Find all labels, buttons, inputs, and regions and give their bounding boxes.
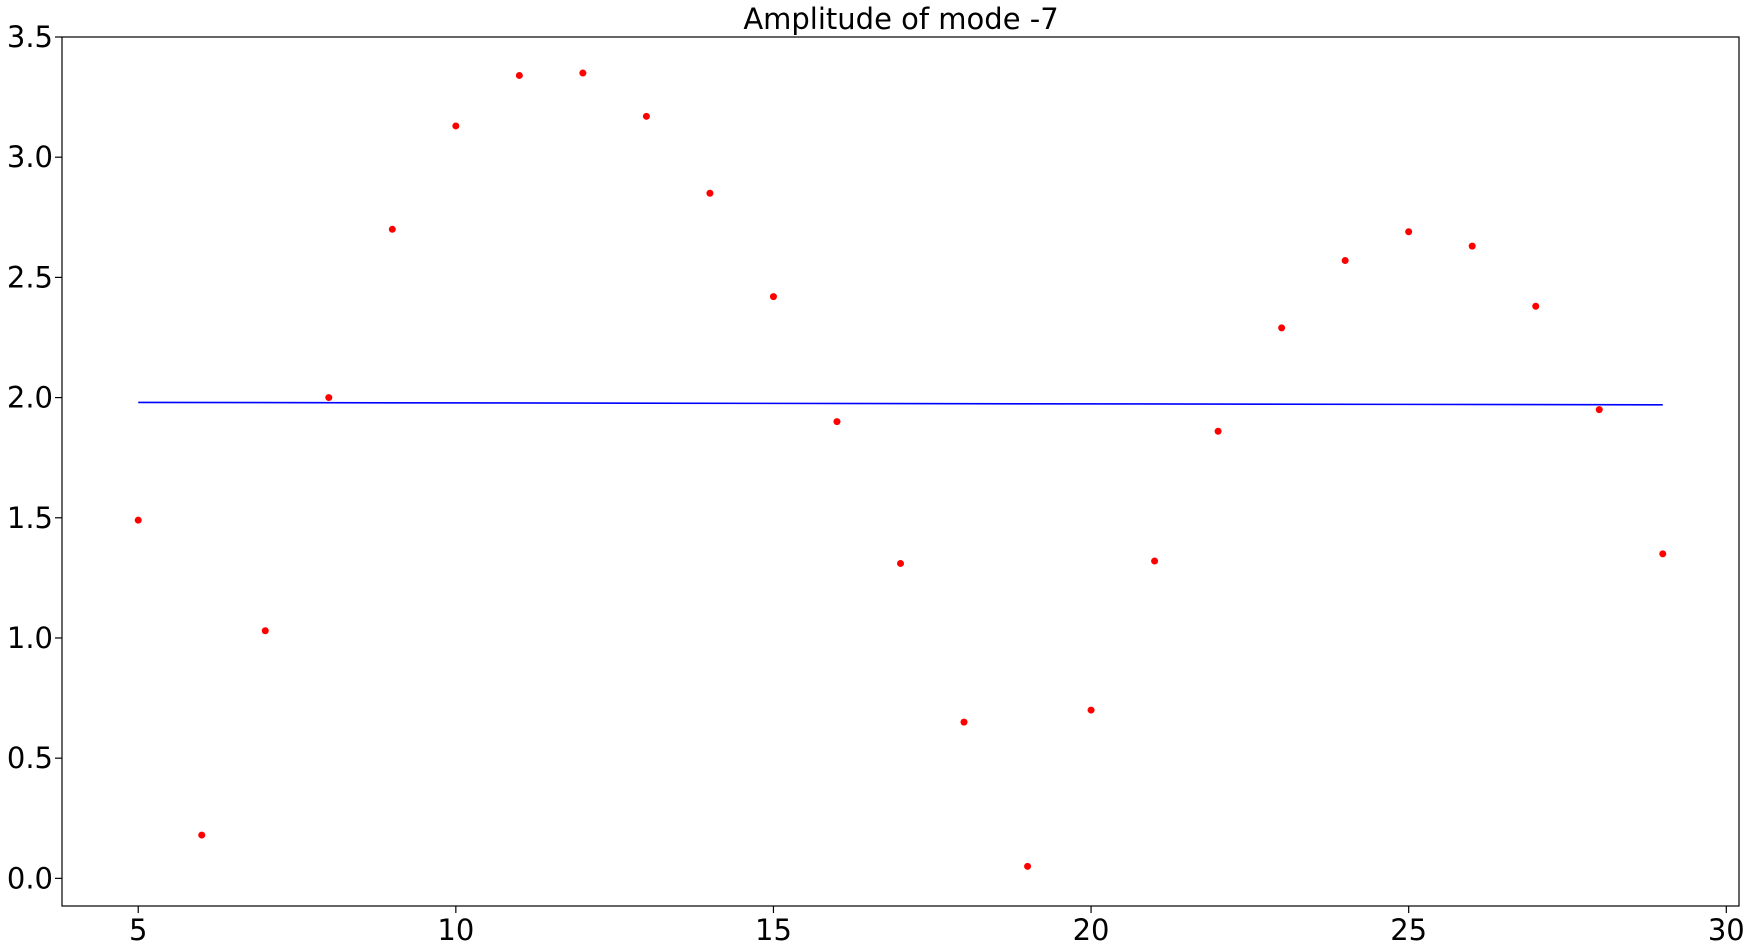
data-point [452,122,460,130]
x-tick-label: 25 [1390,913,1427,947]
data-point [769,293,777,301]
data-point [515,71,523,79]
data-point [1468,242,1476,250]
data-point [1405,228,1413,236]
data-point [388,225,396,233]
data-point [1532,302,1540,310]
data-point [642,112,650,120]
x-tick-label: 15 [755,913,792,947]
x-tick-label: 20 [1073,913,1110,947]
data-point [134,516,142,524]
y-tick-label: 0.0 [7,861,53,895]
data-point [1151,557,1159,565]
y-tick-label: 3.0 [7,140,53,174]
data-point [1024,862,1032,870]
data-point [325,394,333,402]
y-tick-label: 0.5 [7,741,53,775]
fit-line [138,401,1663,406]
x-tick-label: 10 [437,913,474,947]
data-point [1341,257,1349,265]
data-point [579,69,587,77]
data-point [1659,550,1667,558]
y-tick-label: 2.0 [7,381,53,415]
y-tick-label: 2.5 [7,260,53,294]
y-tick-label: 1.5 [7,501,53,535]
y-tick-label: 1.0 [7,621,53,655]
x-tick-label: 30 [1708,913,1745,947]
data-point [1214,427,1222,435]
y-tick-label: 3.5 [7,20,53,54]
x-tick-label: 5 [129,913,147,947]
data-point [261,627,269,635]
data-point [198,831,206,839]
data-point [706,189,714,197]
data-point [1595,406,1603,414]
data-point [897,559,904,567]
data-point [1087,706,1095,714]
data-point [833,418,841,426]
chart-title: Amplitude of mode -7 [743,2,1058,36]
data-point [960,718,968,726]
data-point [1278,324,1286,332]
axes: 5 10 15 20 25 30 0.0 0.5 1.0 1.5 2.0 2.5 3.0 3.5 [7,20,1745,947]
axes-frame [61,36,1740,907]
plot-area [134,69,1667,870]
